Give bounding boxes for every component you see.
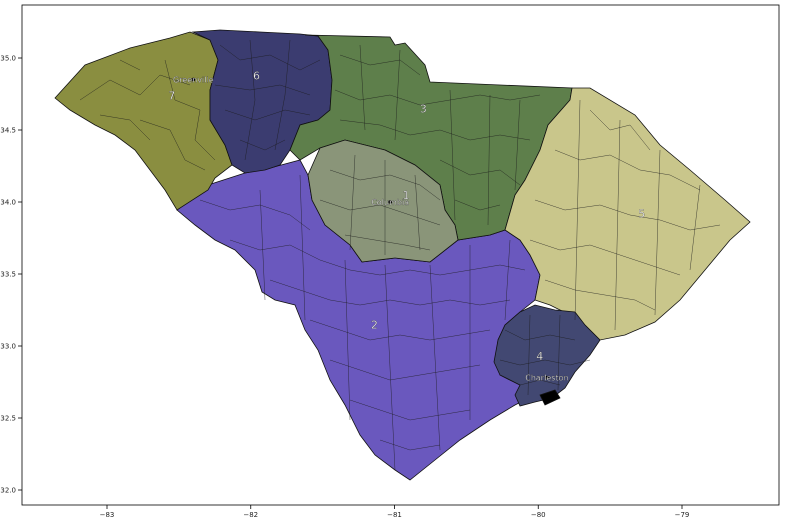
y-tick-label: 32.0 <box>0 487 16 495</box>
city-label-charleston: Charleston <box>525 374 568 383</box>
y-tick-label: 33.0 <box>0 343 16 351</box>
district-label-2: 2 <box>371 318 378 331</box>
x-axis: −83 −82 −81 −80 −79 <box>100 505 690 519</box>
y-tick-label: 34.0 <box>0 199 16 207</box>
y-tick-label: 35.0 <box>0 55 16 63</box>
x-tick-label: −83 <box>100 511 115 519</box>
district-label-6: 6 <box>253 69 260 82</box>
city-marker-greenville <box>191 77 196 82</box>
y-tick-label: 34.5 <box>0 127 16 135</box>
y-tick-label: 33.5 <box>0 271 16 279</box>
coastal-island-shape <box>539 389 561 406</box>
city-label-columbia: Columbia <box>371 198 409 207</box>
district-labels: 1 2 3 4 5 6 7 <box>168 69 645 363</box>
district-label-1: 1 <box>403 189 410 202</box>
x-tick-label: −79 <box>675 511 690 519</box>
y-axis: 32.0 32.5 33.0 33.5 34.0 34.5 35.0 <box>0 55 22 495</box>
district-label-7: 7 <box>168 89 175 102</box>
city-marker-columbia <box>388 200 392 204</box>
district-label-4: 4 <box>536 350 543 363</box>
city-label-greenville: Greenville <box>173 76 214 85</box>
x-tick-label: −80 <box>531 511 546 519</box>
city-marker-charleston <box>545 375 549 380</box>
y-tick-label: 32.5 <box>0 415 16 423</box>
precinct-boundaries <box>79 39 721 471</box>
x-tick-label: −81 <box>387 511 402 519</box>
district-label-3: 3 <box>420 102 427 115</box>
city-labels: Greenville Columbia Charleston <box>173 75 569 383</box>
district-1-shape <box>307 139 459 263</box>
district-label-5: 5 <box>638 208 645 221</box>
x-tick-label: −82 <box>243 511 258 519</box>
